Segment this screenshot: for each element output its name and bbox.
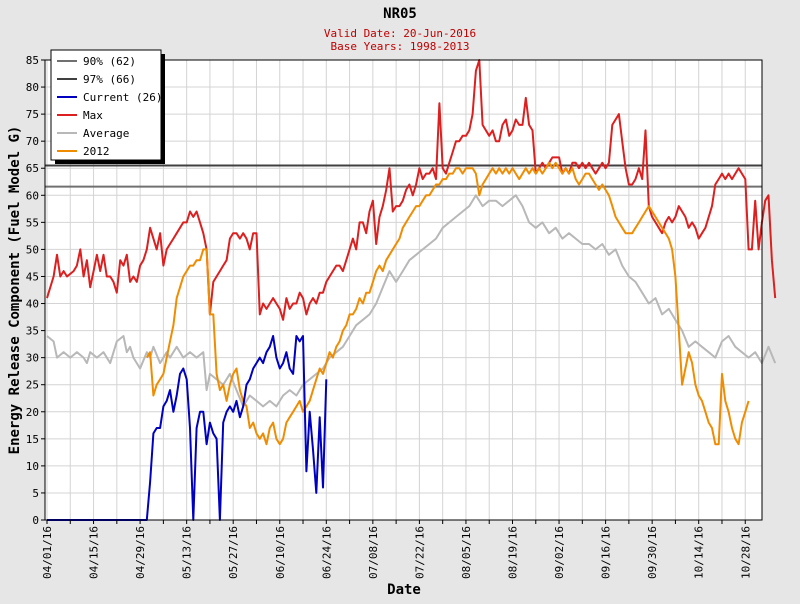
y-tick-label: 55 xyxy=(26,216,39,229)
y-tick-label: 70 xyxy=(26,135,39,148)
y-tick-label: 75 xyxy=(26,108,39,121)
y-axis-label: Energy Release Component (Fuel Model G) xyxy=(7,126,23,455)
y-tick-label: 15 xyxy=(26,433,39,446)
x-tick-label: 05/27/16 xyxy=(227,526,240,579)
x-tick-label: 08/05/16 xyxy=(460,526,473,579)
y-tick-label: 60 xyxy=(26,189,39,202)
x-tick-label: 06/24/16 xyxy=(320,526,333,579)
x-tick-label: 10/28/16 xyxy=(739,526,752,579)
legend-label: Average xyxy=(83,127,129,140)
x-tick-label: 07/22/16 xyxy=(413,526,426,579)
x-tick-label: 04/01/16 xyxy=(41,526,54,579)
y-tick-label: 5 xyxy=(32,487,39,500)
legend-items: 90% (62) 97% (66) Current (26) Max Average 20… xyxy=(57,55,162,158)
chart-title: NR05 xyxy=(383,6,417,22)
x-tick-label: 04/29/16 xyxy=(134,526,147,579)
x-tick-label: 08/19/16 xyxy=(507,526,520,579)
y-tick-label: 30 xyxy=(26,352,39,365)
y-tick-label: 45 xyxy=(26,270,39,283)
legend-label: Current (26) xyxy=(83,91,162,104)
y-tick-label: 0 xyxy=(32,514,39,527)
chart-subtitle-base-years: Base Years: 1998-2013 xyxy=(330,40,469,53)
legend-box xyxy=(50,49,162,161)
series-line-current-26 xyxy=(47,335,328,521)
chart-subtitle-valid-date: Valid Date: 20-Jun-2016 xyxy=(324,27,476,40)
y-tick-label: 50 xyxy=(26,243,39,256)
y-tick-label: 25 xyxy=(26,379,39,392)
x-tick-label: 09/30/16 xyxy=(646,526,659,579)
x-tick-label: 04/15/16 xyxy=(88,526,101,579)
x-tick-label: 09/16/16 xyxy=(600,526,613,579)
x-tick-label: 10/14/16 xyxy=(693,526,706,579)
x-tick-label: 07/08/16 xyxy=(367,526,380,579)
legend-label: 97% (66) xyxy=(83,73,136,86)
x-axis: 04/01/16 04/15/16 04/29/16 05/13/16 05/27/16… xyxy=(41,520,752,579)
x-tick-label: 09/02/16 xyxy=(553,526,566,579)
legend-label: 2012 xyxy=(83,145,110,158)
x-tick-label: 06/10/16 xyxy=(274,526,287,579)
series-layer xyxy=(46,59,777,521)
legend-label: 90% (62) xyxy=(83,55,136,68)
y-tick-label: 10 xyxy=(26,460,39,473)
legend-label: Max xyxy=(83,109,103,122)
y-tick-label: 85 xyxy=(26,54,39,67)
x-axis-label: Date xyxy=(387,582,421,598)
legend: 90% (62) 97% (66) Current (26) Max Average 20… xyxy=(50,49,165,164)
plot-border xyxy=(44,59,763,521)
y-tick-label: 65 xyxy=(26,162,39,175)
grid-layer xyxy=(45,60,762,520)
y-tick-label: 20 xyxy=(26,406,39,419)
x-tick-label: 05/13/16 xyxy=(181,526,194,579)
y-axis: 0 5 10 15 20 25 30 35 40 45 50 55 60 65 70 75 80 85 xyxy=(26,54,45,527)
y-tick-label: 40 xyxy=(26,298,39,311)
series-line-max xyxy=(46,59,777,321)
y-tick-label: 35 xyxy=(26,325,39,338)
series-line-2012 xyxy=(145,161,750,446)
y-tick-label: 80 xyxy=(26,81,39,94)
